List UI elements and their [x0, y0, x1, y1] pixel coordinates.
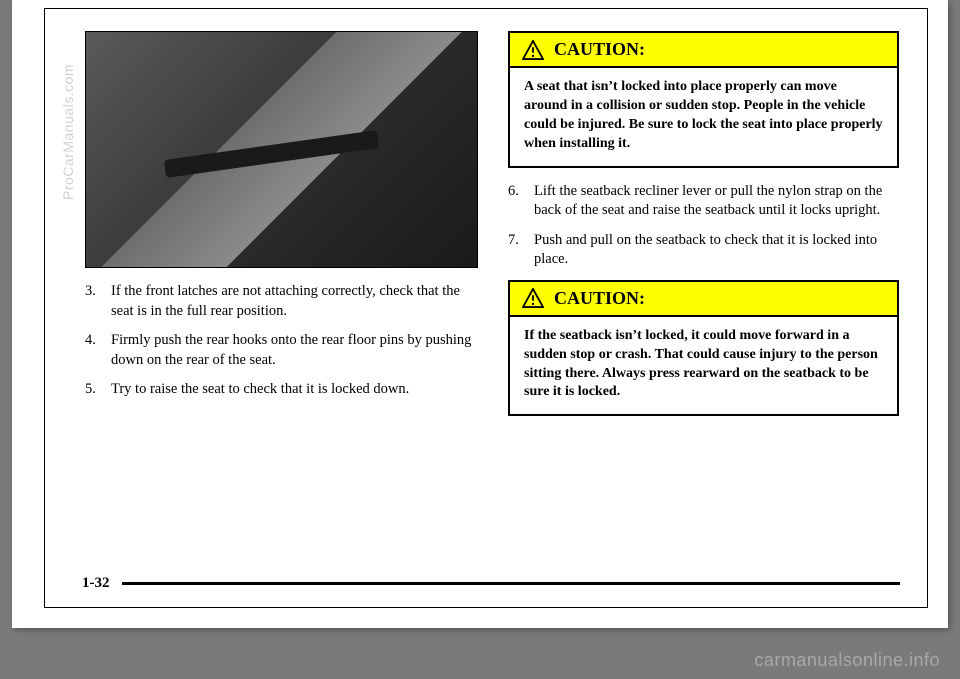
seat-latch-photo: [85, 31, 478, 268]
step-text: Lift the seatback recliner lever or pull…: [534, 182, 899, 221]
step-text: Try to raise the seat to check that it i…: [111, 380, 476, 400]
right-steps: 6. Lift the seatback recliner lever or p…: [508, 182, 899, 280]
step-4: 4. Firmly push the rear hooks onto the r…: [85, 331, 476, 370]
warning-triangle-icon: [522, 40, 544, 60]
footer-rule: [122, 582, 901, 585]
step-number: 7.: [508, 231, 534, 270]
page: 3. If the front latches are not attachin…: [12, 0, 948, 628]
page-footer: 1-32: [82, 575, 900, 592]
step-text: Push and pull on the seatback to check t…: [534, 231, 899, 270]
warning-triangle-icon: [522, 288, 544, 308]
caution-box-2: CAUTION: If the seatback isn’t locked, i…: [508, 280, 899, 417]
step-text: Firmly push the rear hooks onto the rear…: [111, 331, 476, 370]
step-number: 3.: [85, 282, 111, 321]
caution-title: CAUTION:: [554, 39, 645, 60]
step-7: 7. Push and pull on the seatback to chec…: [508, 231, 899, 270]
page-number: 1-32: [82, 575, 110, 592]
caution-title: CAUTION:: [554, 288, 645, 309]
left-column: 3. If the front latches are not attachin…: [85, 31, 476, 597]
caution-body: If the seatback isn’t locked, it could m…: [510, 317, 897, 415]
step-3: 3. If the front latches are not attachin…: [85, 282, 476, 321]
step-number: 5.: [85, 380, 111, 400]
left-steps: 3. If the front latches are not attachin…: [85, 282, 476, 410]
step-number: 4.: [85, 331, 111, 370]
caution-header: CAUTION:: [510, 282, 897, 317]
watermark-bottom: carmanualsonline.info: [754, 650, 940, 671]
step-6: 6. Lift the seatback recliner lever or p…: [508, 182, 899, 221]
page-content: 3. If the front latches are not attachin…: [44, 8, 928, 608]
two-column-layout: 3. If the front latches are not attachin…: [85, 31, 899, 597]
caution-box-1: CAUTION: A seat that isn’t locked into p…: [508, 31, 899, 168]
step-text: If the front latches are not attaching c…: [111, 282, 476, 321]
caution-body: A seat that isn’t locked into place prop…: [510, 68, 897, 166]
step-number: 6.: [508, 182, 534, 221]
step-5: 5. Try to raise the seat to check that i…: [85, 380, 476, 400]
caution-header: CAUTION:: [510, 33, 897, 68]
watermark-left: ProCarManuals.com: [60, 64, 76, 200]
right-column: CAUTION: A seat that isn’t locked into p…: [508, 31, 899, 597]
